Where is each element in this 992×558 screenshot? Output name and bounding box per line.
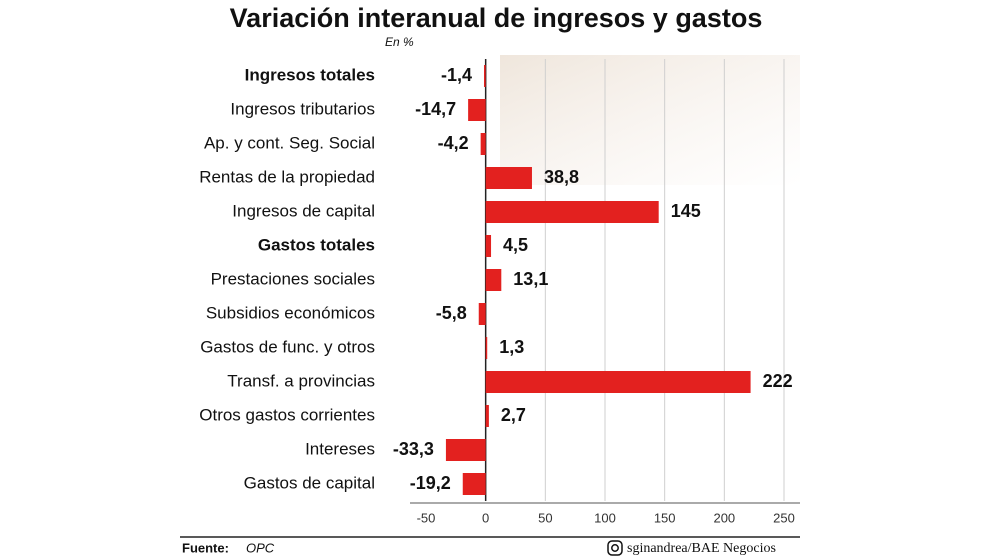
value-label: 1,3 bbox=[499, 337, 524, 357]
x-tick-label: -50 bbox=[417, 510, 436, 525]
bar bbox=[485, 269, 502, 291]
y-tick-label: Rentas de la propiedad bbox=[199, 167, 375, 186]
value-label: 2,7 bbox=[501, 405, 526, 425]
y-tick-label: Gastos totales bbox=[258, 235, 375, 254]
source-label: Fuente: bbox=[182, 540, 229, 555]
bar bbox=[485, 337, 488, 359]
x-tick-label: 150 bbox=[654, 510, 676, 525]
bar bbox=[485, 371, 751, 393]
x-tick-label: 0 bbox=[482, 510, 489, 525]
source: OPC bbox=[246, 540, 275, 555]
value-label: -14,7 bbox=[415, 99, 456, 119]
bar bbox=[478, 303, 486, 325]
y-tick-label: Ingresos tributarios bbox=[230, 99, 375, 118]
value-label: -33,3 bbox=[393, 439, 434, 459]
y-tick-label: Ingresos de capital bbox=[232, 201, 375, 220]
value-label: 13,1 bbox=[513, 269, 548, 289]
x-tick-label: 50 bbox=[538, 510, 552, 525]
value-label: -5,8 bbox=[436, 303, 467, 323]
bar bbox=[462, 473, 486, 495]
background-image bbox=[500, 55, 800, 185]
bar bbox=[468, 99, 486, 121]
x-tick-label: 200 bbox=[713, 510, 735, 525]
y-tick-label: Ap. y cont. Seg. Social bbox=[204, 133, 375, 152]
y-tick-label: Ingresos totales bbox=[245, 65, 375, 84]
bar bbox=[445, 439, 486, 461]
chart-title: Variación interanual de ingresos y gasto… bbox=[230, 3, 763, 33]
y-tick-label: Subsidios económicos bbox=[206, 303, 375, 322]
instagram-icon bbox=[607, 540, 623, 556]
x-tick-label: 100 bbox=[594, 510, 616, 525]
value-label: 145 bbox=[671, 201, 701, 221]
y-tick-label: Prestaciones sociales bbox=[211, 269, 375, 288]
y-tick-label: Gastos de func. y otros bbox=[200, 337, 375, 356]
y-tick-label: Gastos de capital bbox=[244, 473, 375, 492]
x-tick-label: 250 bbox=[773, 510, 795, 525]
value-label: -1,4 bbox=[441, 65, 472, 85]
bar bbox=[485, 201, 659, 223]
bar bbox=[485, 405, 489, 427]
value-label: 222 bbox=[763, 371, 793, 391]
bar bbox=[483, 65, 486, 87]
y-tick-label: Transf. a provincias bbox=[227, 371, 375, 390]
value-label: 4,5 bbox=[503, 235, 528, 255]
value-label: -4,2 bbox=[438, 133, 469, 153]
bar bbox=[485, 235, 492, 257]
bar bbox=[485, 167, 532, 189]
credit: sginandrea/BAE Negocios bbox=[627, 541, 776, 556]
bar bbox=[480, 133, 486, 155]
y-tick-label: Otros gastos corrientes bbox=[199, 405, 375, 424]
y-tick-label: Intereses bbox=[305, 439, 375, 458]
value-label: 38,8 bbox=[544, 167, 579, 187]
value-label: -19,2 bbox=[410, 473, 451, 493]
subtitle: En % bbox=[385, 35, 414, 49]
